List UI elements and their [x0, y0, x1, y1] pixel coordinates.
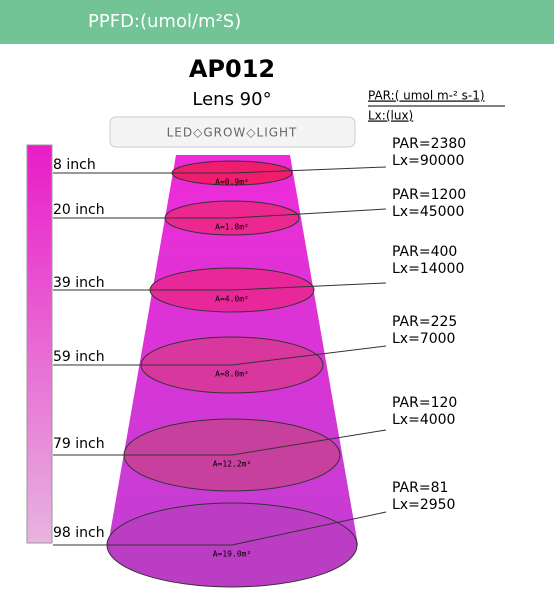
value-line	[231, 429, 387, 456]
height-label: 39 inch	[53, 275, 105, 291]
height-label: 8 inch	[53, 157, 96, 173]
model: AP012	[189, 55, 275, 83]
legend-lx: Lx:(lux)	[368, 109, 413, 123]
lx-label: Lx=90000	[392, 153, 464, 169]
par-label: PAR=400	[392, 244, 457, 260]
lamp	[109, 116, 356, 148]
height-label: 20 inch	[53, 202, 105, 218]
area-label: A=12.2m²	[213, 460, 252, 469]
area-label: A=19.0m²	[213, 550, 252, 559]
value-line	[231, 166, 387, 174]
lx-label: Lx=7000	[392, 331, 455, 347]
par-label: PAR=1200	[392, 187, 466, 203]
legend-par: PAR:( umol m-² s-1)	[368, 89, 485, 103]
value-line	[231, 345, 387, 366]
area-label: A=4.0m²	[215, 295, 249, 304]
par-label: PAR=81	[392, 480, 448, 496]
area-label: A=8.0m²	[215, 370, 249, 379]
intensity-bar	[26, 144, 53, 544]
header-title: PPFD:(umol/m²S)	[88, 11, 241, 32]
value-line	[231, 282, 387, 291]
height-label: 98 inch	[53, 525, 105, 541]
lamp-label: LED◇GROW◇LIGHT	[167, 126, 298, 140]
par-label: PAR=2380	[392, 136, 466, 152]
par-label: PAR=225	[392, 314, 457, 330]
lx-label: Lx=2950	[392, 497, 455, 513]
header-bar	[0, 0, 554, 44]
value-line	[231, 511, 387, 546]
height-label: 79 inch	[53, 436, 105, 452]
height-label: 59 inch	[53, 349, 105, 365]
area-label: A=1.8m²	[215, 223, 249, 232]
lx-label: Lx=4000	[392, 412, 455, 428]
lx-label: Lx=45000	[392, 204, 464, 220]
lx-label: Lx=14000	[392, 261, 464, 277]
par-label: PAR=120	[392, 395, 457, 411]
lens: Lens 90°	[192, 89, 271, 110]
area-label: A=0.9m²	[215, 178, 249, 187]
value-line	[231, 208, 387, 219]
